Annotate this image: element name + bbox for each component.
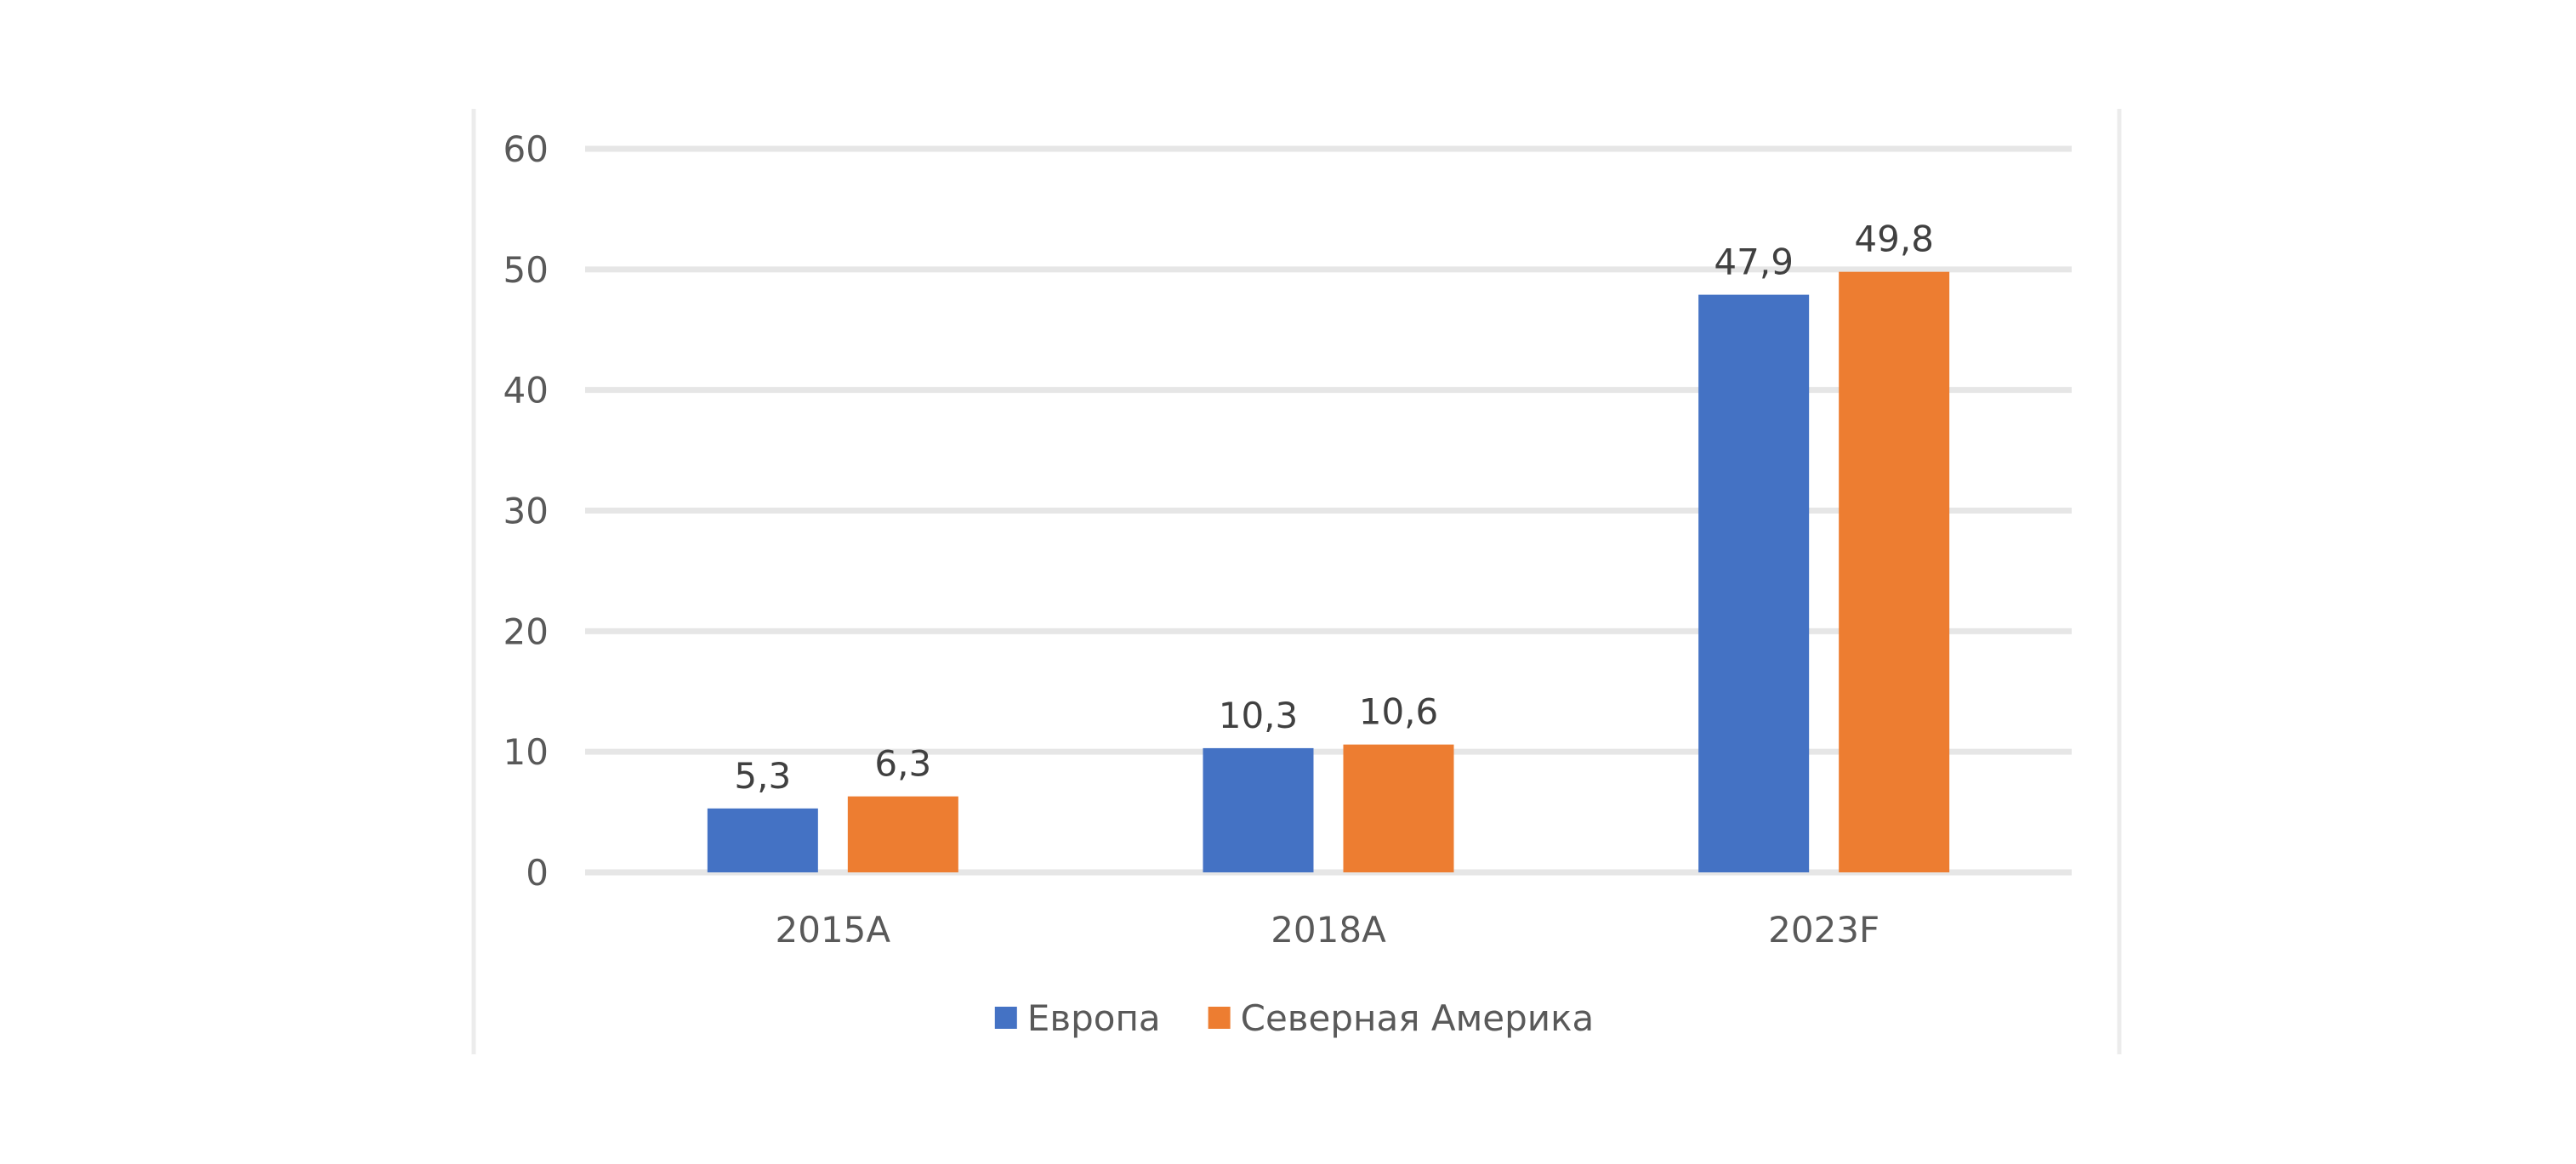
bars xyxy=(707,271,1950,872)
y-axis-ticks: 0 10 20 30 40 50 60 xyxy=(503,128,549,894)
gridlines xyxy=(585,145,2072,876)
y-tick-label: 20 xyxy=(503,610,549,652)
bar xyxy=(1839,271,1950,872)
legend: Европа Северная Америка xyxy=(994,997,1595,1039)
legend-marker xyxy=(994,1007,1017,1029)
legend-marker xyxy=(1208,1007,1231,1029)
data-label: 47,9 xyxy=(1714,241,1794,283)
bar xyxy=(1203,747,1314,872)
x-axis-ticks: 2015A 2018A 2023F xyxy=(776,909,1880,951)
data-label: 5,3 xyxy=(734,755,791,797)
data-label: 6,3 xyxy=(874,743,931,785)
data-label: 10,6 xyxy=(1359,691,1439,733)
x-tick-label: 2023F xyxy=(1768,909,1879,951)
legend-label: Северная Америка xyxy=(1241,997,1595,1039)
bar xyxy=(707,808,818,872)
bar xyxy=(1343,744,1454,872)
y-tick-label: 40 xyxy=(503,370,549,412)
data-label: 49,8 xyxy=(1854,219,1934,260)
y-tick-label: 50 xyxy=(503,249,549,291)
data-labels: 5,3 6,3 10,3 10,6 47,9 49,8 xyxy=(734,219,1933,797)
x-tick-label: 2015A xyxy=(776,909,891,951)
legend-label: Европа xyxy=(1027,997,1161,1039)
y-tick-label: 10 xyxy=(503,731,549,773)
data-label: 10,3 xyxy=(1219,695,1299,736)
y-tick-label: 30 xyxy=(503,491,549,532)
y-tick-label: 60 xyxy=(503,128,549,170)
x-tick-label: 2018A xyxy=(1271,909,1386,951)
bar xyxy=(1698,294,1810,872)
y-tick-label: 0 xyxy=(526,852,549,894)
bar xyxy=(847,796,958,872)
